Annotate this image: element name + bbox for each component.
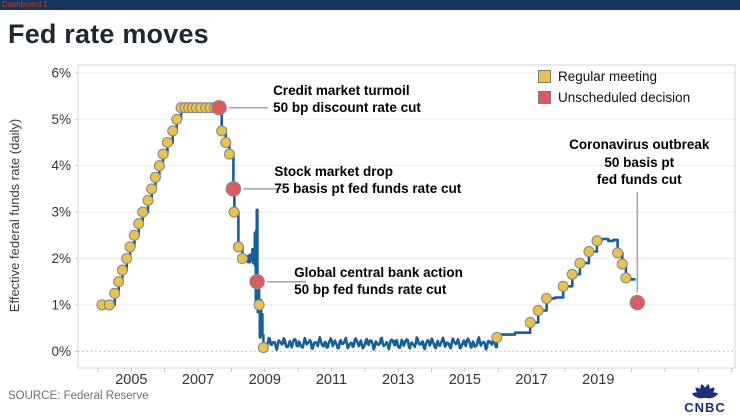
regular-meeting-dot <box>149 171 161 183</box>
regular-meeting-dot <box>171 113 183 125</box>
x-tick-label: 2015 <box>449 372 481 388</box>
regular-meeting-dot <box>167 125 179 137</box>
regular-meeting-dot <box>232 241 244 253</box>
legend-item-unscheduled-decision: Unscheduled decision <box>538 87 690 108</box>
unscheduled-decision-dot <box>225 181 242 197</box>
regular-meeting-dot <box>574 257 586 269</box>
y-tick-label: 0% <box>51 344 71 359</box>
annotation-line: Global central bank action <box>294 264 463 280</box>
x-tick-label: 2017 <box>515 372 547 388</box>
annotation-line: Stock market drop <box>274 163 393 179</box>
x-tick-label: 2019 <box>582 372 614 388</box>
regular-meeting-dot <box>620 272 632 284</box>
regular-meeting-dot <box>137 206 149 218</box>
regular-meeting-dot <box>128 229 140 241</box>
regular-meeting-dot <box>612 247 624 259</box>
regular-meeting-dot <box>228 206 240 218</box>
regular-meeting-dot <box>236 252 248 265</box>
annotation-1: Stock market drop 75 basis pt fed funds r… <box>274 163 514 198</box>
fed-funds-rate-line <box>98 106 636 351</box>
regular-meeting-dot <box>220 136 232 149</box>
regular-meeting-dot <box>109 287 121 299</box>
regular-meeting-dot <box>153 160 165 172</box>
regular-meeting-swatch-icon <box>538 70 551 83</box>
peacock-feather <box>704 392 719 399</box>
chart-legend: Regular meeting Unscheduled decision <box>538 66 690 108</box>
regular-meeting-dot <box>161 136 173 149</box>
regular-meeting-dot <box>524 316 536 329</box>
regular-meeting-dot <box>491 331 503 343</box>
regular-meeting-dot <box>116 264 128 276</box>
unscheduled-decision-dot <box>629 294 646 311</box>
cnbc-wordmark: CNBC <box>684 400 726 415</box>
x-tick-label: 2007 <box>182 372 214 388</box>
regular-meeting-dot <box>113 276 125 288</box>
annotation-line: 50 bp fed funds rate cut <box>294 282 447 298</box>
annotation-line: 50 bp discount rate cut <box>273 100 421 116</box>
source-note: SOURCE: Federal Reserve <box>8 390 149 402</box>
regular-meeting-dot <box>121 252 133 265</box>
annotation-line: fed funds cut <box>596 172 682 187</box>
annotation-line: Credit market turmoil <box>273 82 410 98</box>
legend-label: Regular meeting <box>558 69 658 84</box>
page-title: Fed rate moves <box>8 19 209 49</box>
regular-meeting-dot <box>142 194 154 207</box>
x-tick-label: 2013 <box>382 372 414 388</box>
regular-meeting-dot <box>216 125 228 137</box>
x-tick-label: 2005 <box>115 372 147 388</box>
regular-meeting-dot <box>103 299 115 311</box>
regular-meeting-dot <box>566 268 578 280</box>
legend-label: Unscheduled decision <box>558 90 691 105</box>
regular-meeting-dot <box>124 241 136 253</box>
regular-meeting-dot <box>253 299 265 311</box>
annotation-3: Coronavirus outbreak 50 basis pt fed funds… <box>554 136 724 189</box>
regular-meeting-dot <box>133 218 145 230</box>
regular-meeting-dot <box>616 258 628 270</box>
annotation-line: 50 basis pt <box>604 154 675 170</box>
legend-item-regular-meeting: Regular meeting <box>538 66 690 87</box>
regular-meeting-dot <box>583 245 595 258</box>
x-tick-label: 2011 <box>316 372 347 388</box>
unscheduled-decision-dot <box>211 99 227 116</box>
annotation-0: Credit market turmoil 50 bp discount rate… <box>273 82 483 117</box>
y-tick-label: 2% <box>51 251 71 266</box>
plot-border <box>77 64 736 369</box>
annotation-2: Global central bank action 50 bp fed fund… <box>294 264 524 299</box>
peacock-icon <box>691 383 719 399</box>
dashboard-tab-label: Dashboard 1 <box>2 0 48 9</box>
dashboard-tab-bar: Dashboard 1 <box>0 0 740 10</box>
y-tick-label: 6% <box>51 65 71 80</box>
regular-meeting-dot <box>541 292 553 304</box>
y-tick-label: 4% <box>51 158 71 173</box>
regular-meeting-dot <box>257 342 269 354</box>
cnbc-logo: CNBC <box>684 383 726 415</box>
regular-meeting-dot <box>157 148 169 160</box>
regular-meeting-dot <box>223 148 235 160</box>
regular-meeting-dot <box>591 235 603 247</box>
unscheduled-decision-swatch-icon <box>538 91 551 104</box>
unscheduled-decision-dot <box>249 273 265 290</box>
annotation-line: 75 basis pt fed funds rate cut <box>274 181 462 197</box>
regular-meeting-dot <box>146 183 158 195</box>
y-tick-label: 3% <box>51 205 71 220</box>
regular-meeting-dot <box>557 280 569 292</box>
annotation-line: Coronavirus outbreak <box>569 137 710 152</box>
regular-meeting-dot <box>532 304 544 317</box>
x-tick-label: 2009 <box>249 372 281 388</box>
y-tick-label: 5% <box>51 112 71 127</box>
y-tick-label: 1% <box>51 297 71 312</box>
